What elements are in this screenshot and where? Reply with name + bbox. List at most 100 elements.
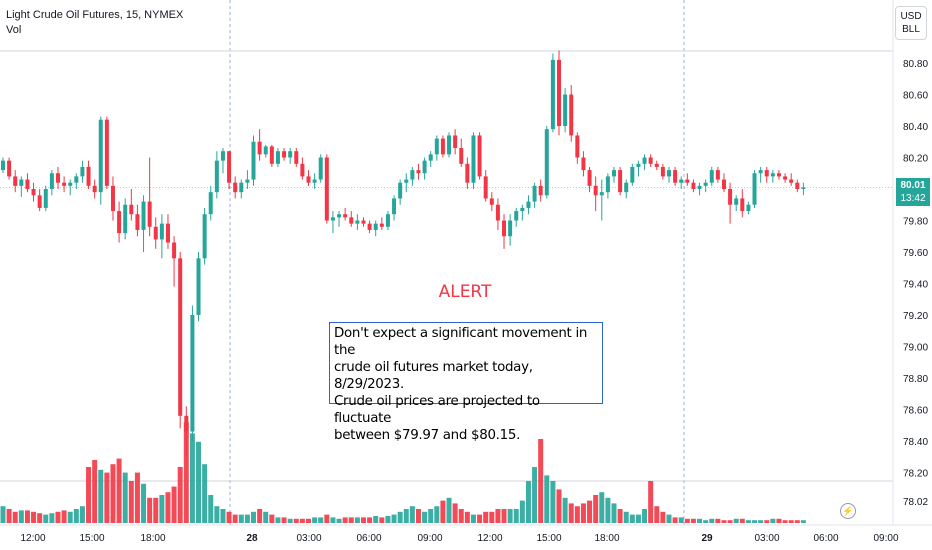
- volume-bar: [745, 520, 751, 523]
- candle-body: [104, 119, 109, 186]
- candle-body: [428, 154, 433, 161]
- price-tick-label: 79.80: [903, 217, 928, 228]
- volume-bar: [177, 467, 183, 523]
- volume-bar: [666, 514, 672, 523]
- candle-body: [55, 173, 60, 183]
- volume-bar: [159, 495, 165, 523]
- candle-body: [422, 160, 427, 174]
- candle-body: [49, 173, 54, 189]
- candle-body: [220, 151, 225, 161]
- currency-unit-button[interactable]: USD BLL: [895, 6, 927, 40]
- candle-body: [379, 223, 384, 227]
- volume-bar: [202, 464, 208, 523]
- price-tick-label: 79.60: [903, 248, 928, 259]
- volume-bar: [397, 511, 403, 523]
- volume-bar: [336, 518, 342, 523]
- volume-bar: [764, 520, 770, 523]
- volume-bar: [385, 516, 391, 523]
- candle-body: [691, 182, 696, 189]
- candle-body: [795, 182, 800, 189]
- candle-body: [618, 170, 623, 193]
- candle-body: [569, 94, 574, 136]
- volume-bar: [348, 517, 354, 523]
- volume-bar: [562, 497, 568, 523]
- volume-bar: [428, 509, 434, 523]
- volume-bar: [507, 509, 513, 523]
- volume-bar: [458, 509, 464, 523]
- volume-bar: [501, 509, 507, 523]
- candle-body: [666, 170, 671, 177]
- candle-body: [544, 129, 549, 196]
- candle-body: [312, 179, 317, 183]
- candle-body: [214, 160, 219, 193]
- volume-bar: [299, 518, 305, 523]
- time-tick-label: 03:00: [754, 533, 779, 544]
- symbol-title[interactable]: Light Crude Oil Futures, 15, NYMEX: [6, 9, 184, 21]
- volume-label[interactable]: Vol: [6, 24, 22, 36]
- candle-body: [734, 198, 739, 205]
- candle-body: [453, 135, 458, 149]
- volume-bar: [752, 520, 758, 523]
- candle-body: [306, 176, 311, 183]
- volume-bar: [116, 458, 122, 523]
- volume-bar: [165, 492, 171, 523]
- candle-body: [575, 135, 580, 158]
- volume-bar: [6, 509, 12, 523]
- candle-body: [636, 163, 641, 167]
- volume-bar: [12, 511, 18, 523]
- volume-bar: [171, 486, 177, 523]
- candle-body: [660, 166, 665, 177]
- candle-body: [538, 185, 543, 196]
- last-price-tag: 80.01 13:42: [896, 178, 930, 206]
- candle-body: [282, 151, 287, 158]
- lightning-icon[interactable]: ⚡: [840, 503, 856, 519]
- candle-body: [300, 163, 305, 177]
- candle-body: [770, 173, 775, 177]
- candle-body: [752, 173, 757, 205]
- candle-body: [349, 217, 354, 224]
- candle-body: [330, 217, 335, 221]
- candle-body: [68, 182, 73, 186]
- time-tick-label: 09:00: [873, 533, 898, 544]
- volume-bar: [379, 517, 385, 523]
- candle-body: [697, 185, 702, 189]
- candle-body: [135, 214, 140, 230]
- price-axis: 80.8080.6080.4080.2080.0079.8079.6079.40…: [903, 59, 928, 508]
- candle-body: [520, 207, 525, 212]
- price-tick-label: 80.60: [903, 91, 928, 102]
- candle-body: [483, 176, 488, 199]
- candle-body: [343, 214, 348, 218]
- candle-body: [526, 201, 531, 208]
- candle-body: [178, 258, 183, 416]
- candle-body: [599, 192, 604, 196]
- candle-body: [550, 59, 555, 130]
- volume-bar: [587, 500, 593, 523]
- volume-bar: [354, 517, 360, 523]
- candle-body: [679, 179, 684, 183]
- volume-bar: [244, 514, 250, 523]
- volume-bar: [287, 518, 293, 523]
- candle-body: [92, 185, 97, 193]
- candle-body: [275, 151, 280, 164]
- volume-bar: [593, 495, 599, 523]
- volume-bar: [568, 503, 574, 523]
- volume-bar: [758, 520, 764, 523]
- candle-body: [269, 146, 274, 164]
- volume-bar: [403, 509, 409, 523]
- volume-bar: [672, 517, 678, 523]
- volume-bar: [470, 514, 476, 523]
- candle-body: [7, 160, 12, 177]
- annotation-textbox[interactable]: Don't expect a significant movement in t…: [329, 322, 603, 443]
- volume-bar: [153, 497, 159, 523]
- volume-bar: [263, 511, 269, 523]
- volume-bar: [519, 500, 525, 523]
- bar-countdown: 13:42: [900, 193, 926, 204]
- candle-body: [355, 220, 360, 224]
- candle-body: [233, 182, 238, 193]
- candle-body: [373, 223, 378, 230]
- volume-bar: [415, 509, 421, 523]
- time-tick-label: 09:00: [417, 533, 442, 544]
- candle-body: [318, 157, 323, 180]
- alert-label: ALERT: [438, 282, 492, 302]
